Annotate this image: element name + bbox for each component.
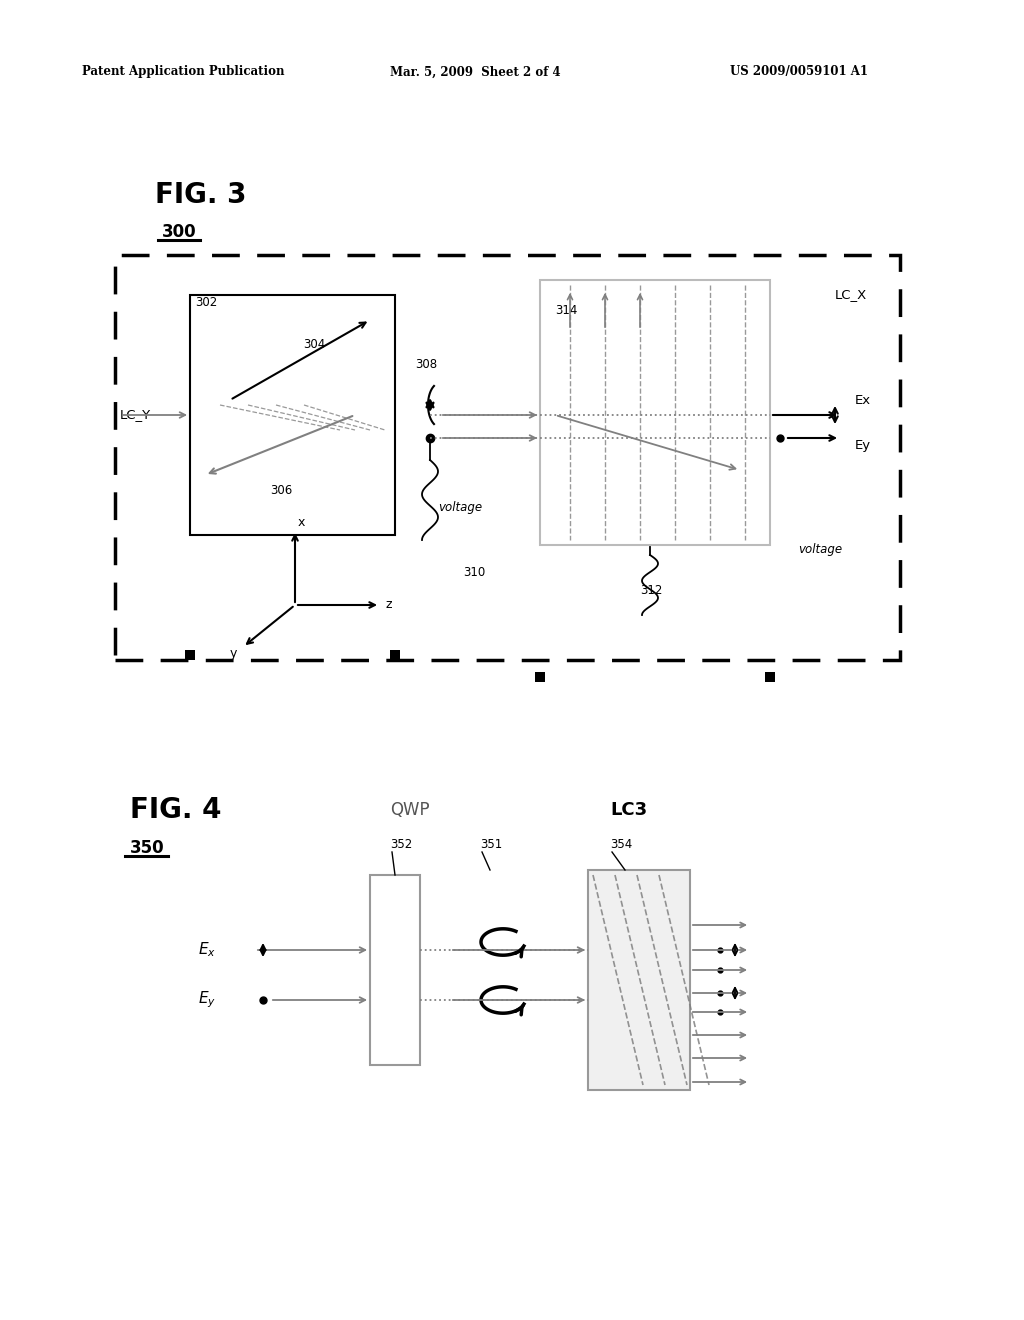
Text: x: x	[298, 516, 305, 529]
Bar	[540, 280, 770, 545]
Text: QWP: QWP	[390, 801, 430, 818]
Text: Patent Application Publication: Patent Application Publication	[82, 66, 285, 78]
Text: voltage: voltage	[438, 502, 482, 515]
Text: Mar. 5, 2009  Sheet 2 of 4: Mar. 5, 2009 Sheet 2 of 4	[390, 66, 560, 78]
Text: LC3: LC3	[610, 801, 647, 818]
Text: Ey: Ey	[855, 438, 871, 451]
Text: LC_Y: LC_Y	[120, 408, 152, 421]
Text: FIG. 4: FIG. 4	[130, 796, 221, 824]
Text: $E_y$: $E_y$	[198, 990, 216, 1010]
Text: 314: 314	[555, 304, 578, 317]
Text: 308: 308	[415, 359, 437, 371]
Text: 306: 306	[270, 483, 292, 496]
Text: voltage: voltage	[798, 544, 842, 557]
Bar	[390, 649, 400, 660]
Text: 310: 310	[463, 565, 485, 578]
Text: 312: 312	[640, 583, 663, 597]
Text: 304: 304	[303, 338, 326, 351]
Text: Ex: Ex	[855, 393, 871, 407]
Text: FIG. 3: FIG. 3	[155, 181, 247, 209]
Text: LC_X: LC_X	[835, 289, 867, 301]
Text: $E_x$: $E_x$	[198, 941, 216, 960]
Text: y: y	[230, 647, 238, 660]
Text: 352: 352	[390, 838, 413, 851]
Bar	[765, 672, 775, 682]
Bar	[588, 870, 690, 1090]
Bar	[185, 649, 195, 660]
Text: 351: 351	[480, 838, 502, 851]
Text: 300: 300	[162, 223, 197, 242]
Text: 354: 354	[610, 838, 632, 851]
Text: US 2009/0059101 A1: US 2009/0059101 A1	[730, 66, 868, 78]
Bar	[190, 294, 395, 535]
Bar	[535, 672, 545, 682]
Text: 302: 302	[195, 297, 217, 309]
Text: 350: 350	[130, 840, 165, 857]
Bar	[370, 875, 420, 1065]
Text: z: z	[385, 598, 391, 611]
